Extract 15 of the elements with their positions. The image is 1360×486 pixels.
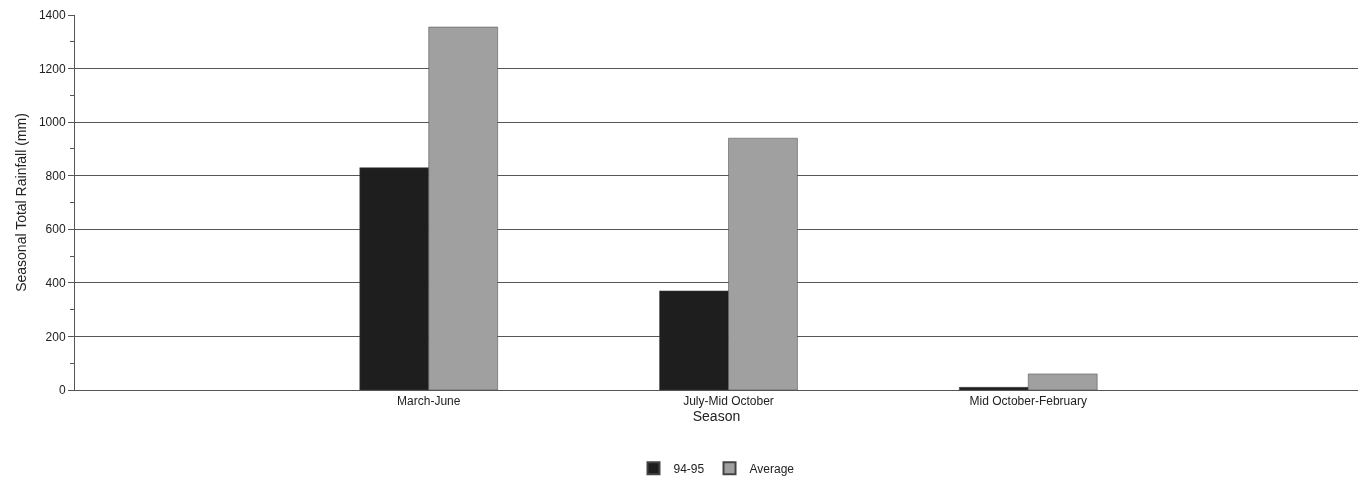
x-tick-label: March-June — [397, 394, 461, 409]
legend-label: Average — [749, 461, 795, 476]
y-tick-label: 800 — [45, 168, 66, 183]
x-axis-title: Season — [692, 408, 741, 425]
x-tick-label: July-Mid October — [683, 394, 774, 409]
x-tick-label: Mid October-February — [969, 394, 1087, 409]
legend-label: 94-95 — [673, 461, 705, 476]
y-axis-title: Seasonal Total Rainfall (mm) — [13, 113, 30, 292]
y-tick-label: 1200 — [38, 61, 66, 76]
y-tick-label: 600 — [45, 222, 66, 237]
y-tick-label: 1000 — [38, 115, 66, 130]
y-tick-label: 400 — [45, 276, 66, 291]
y-tick-label: 200 — [45, 329, 66, 344]
y-tick-label: 1400 — [38, 8, 66, 23]
y-tick-label: 0 — [58, 383, 66, 398]
